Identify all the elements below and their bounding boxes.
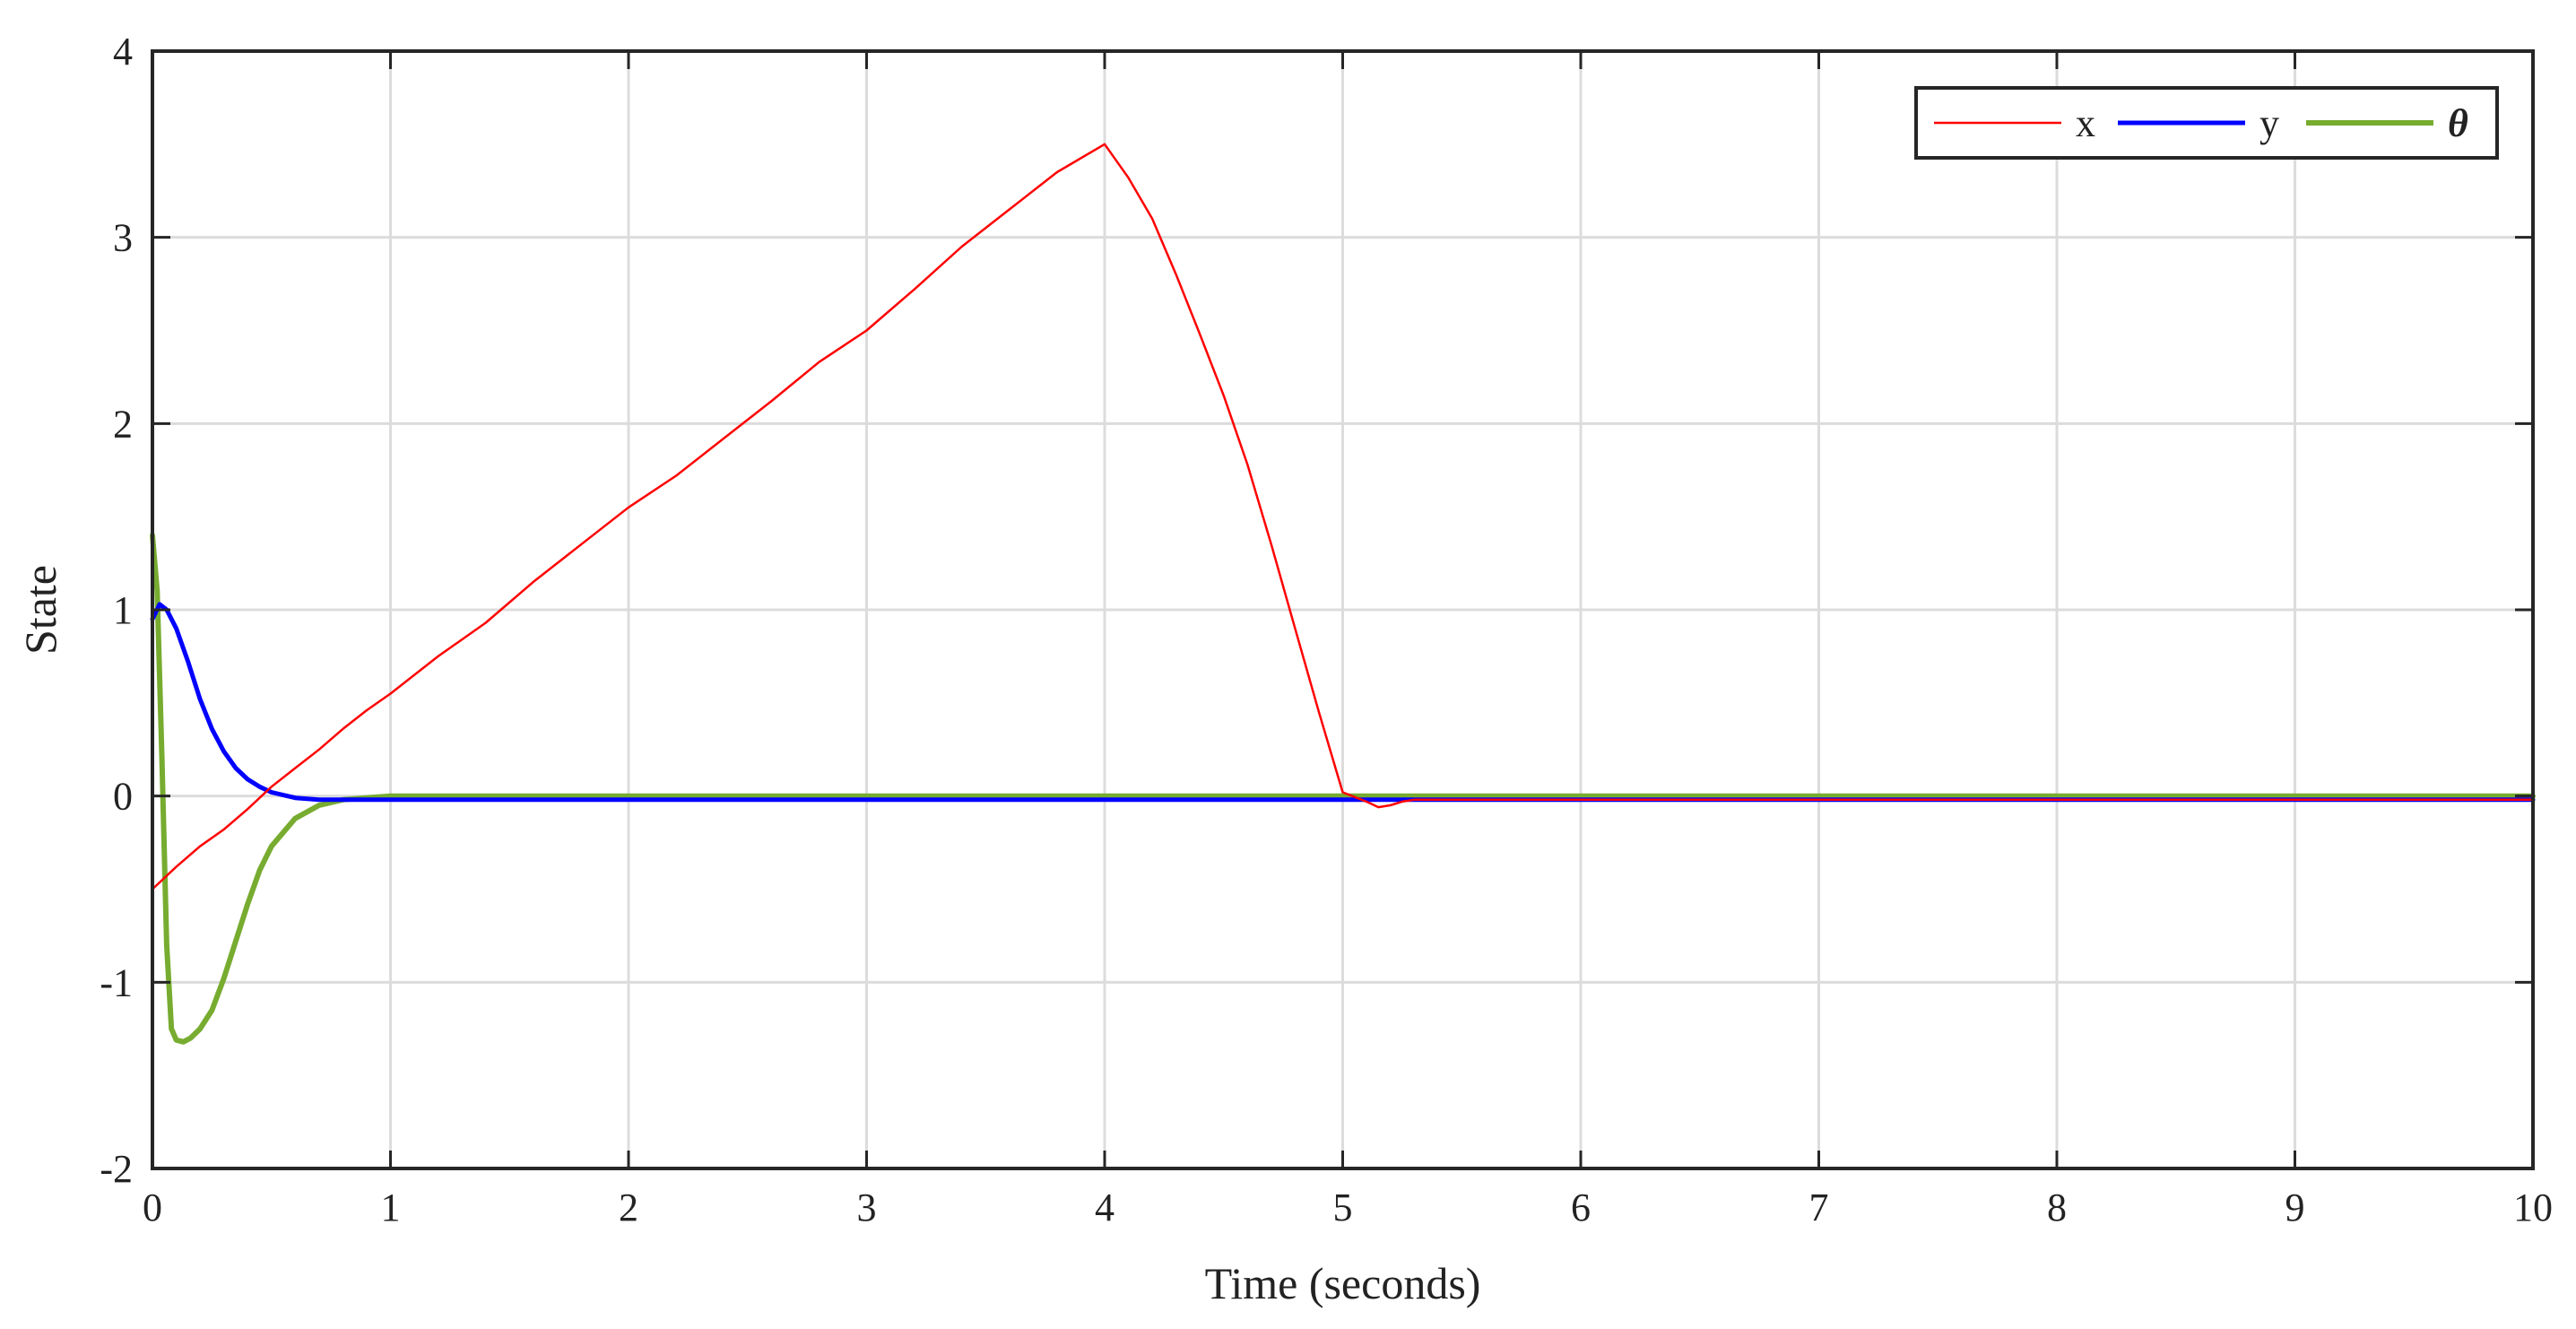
y-axis-label: State bbox=[15, 565, 65, 655]
series-layer bbox=[150, 143, 2536, 1045]
legend-label-y: y bbox=[2259, 101, 2279, 145]
x-tick-label: 7 bbox=[1809, 1186, 1829, 1229]
y-tick-label: 0 bbox=[113, 775, 133, 819]
x-tick-label: 3 bbox=[857, 1186, 877, 1229]
x-tick-label: 10 bbox=[2513, 1186, 2553, 1229]
x-axis-label: Time (seconds) bbox=[1205, 1258, 1481, 1308]
tick-labels: 0 1 2 3 4 5 6 7 8 9 10 -2 -1 0 1 2 3 4 bbox=[100, 30, 2553, 1229]
series-line-x bbox=[151, 143, 2535, 890]
y-tick-label: 3 bbox=[113, 216, 133, 260]
x-tick-label: 4 bbox=[1095, 1186, 1115, 1229]
legend: x y θ bbox=[1914, 86, 2499, 160]
x-tick-label: 5 bbox=[1333, 1186, 1353, 1229]
legend-label-x: x bbox=[2076, 101, 2095, 145]
x-tick-label: 1 bbox=[381, 1186, 401, 1229]
legend-label-theta: θ bbox=[2448, 101, 2468, 145]
y-tick-label: -2 bbox=[100, 1147, 133, 1191]
y-tick-label: -1 bbox=[100, 960, 133, 1004]
y-tick-label: 2 bbox=[113, 402, 133, 446]
x-tick-label: 9 bbox=[2285, 1186, 2305, 1229]
x-tick-label: 0 bbox=[143, 1186, 162, 1229]
y-tick-label: 1 bbox=[113, 588, 133, 632]
x-tick-label: 8 bbox=[2047, 1186, 2067, 1229]
x-tick-label: 6 bbox=[1571, 1186, 1591, 1229]
series-line-theta bbox=[150, 532, 2536, 1045]
axis-ticks bbox=[151, 49, 2535, 1170]
x-tick-label: 2 bbox=[619, 1186, 638, 1229]
y-tick-label: 4 bbox=[113, 30, 133, 74]
